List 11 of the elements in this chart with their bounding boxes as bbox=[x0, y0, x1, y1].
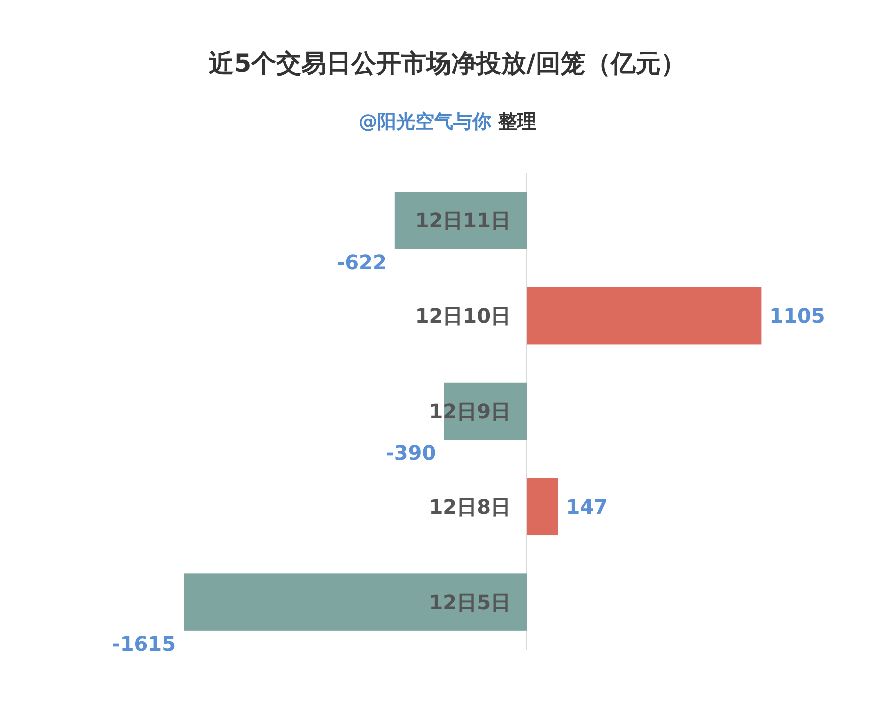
chart-title: 近5个交易日公开市场净投放/回笼（亿元） bbox=[209, 49, 686, 78]
y-tick-label: 12日5日 bbox=[429, 590, 511, 614]
y-tick-label: 12日10日 bbox=[415, 304, 511, 328]
y-tick-label: 12日8日 bbox=[429, 494, 511, 519]
data-label: -622 bbox=[336, 250, 387, 274]
chart-subtitle: @阳光空气与你 整理 bbox=[358, 111, 536, 133]
y-tick-label: 12日11日 bbox=[415, 208, 511, 233]
data-label: -1615 bbox=[112, 632, 176, 656]
data-label: 1105 bbox=[770, 304, 826, 328]
data-label: -390 bbox=[386, 441, 436, 466]
data-label: 147 bbox=[566, 494, 608, 519]
